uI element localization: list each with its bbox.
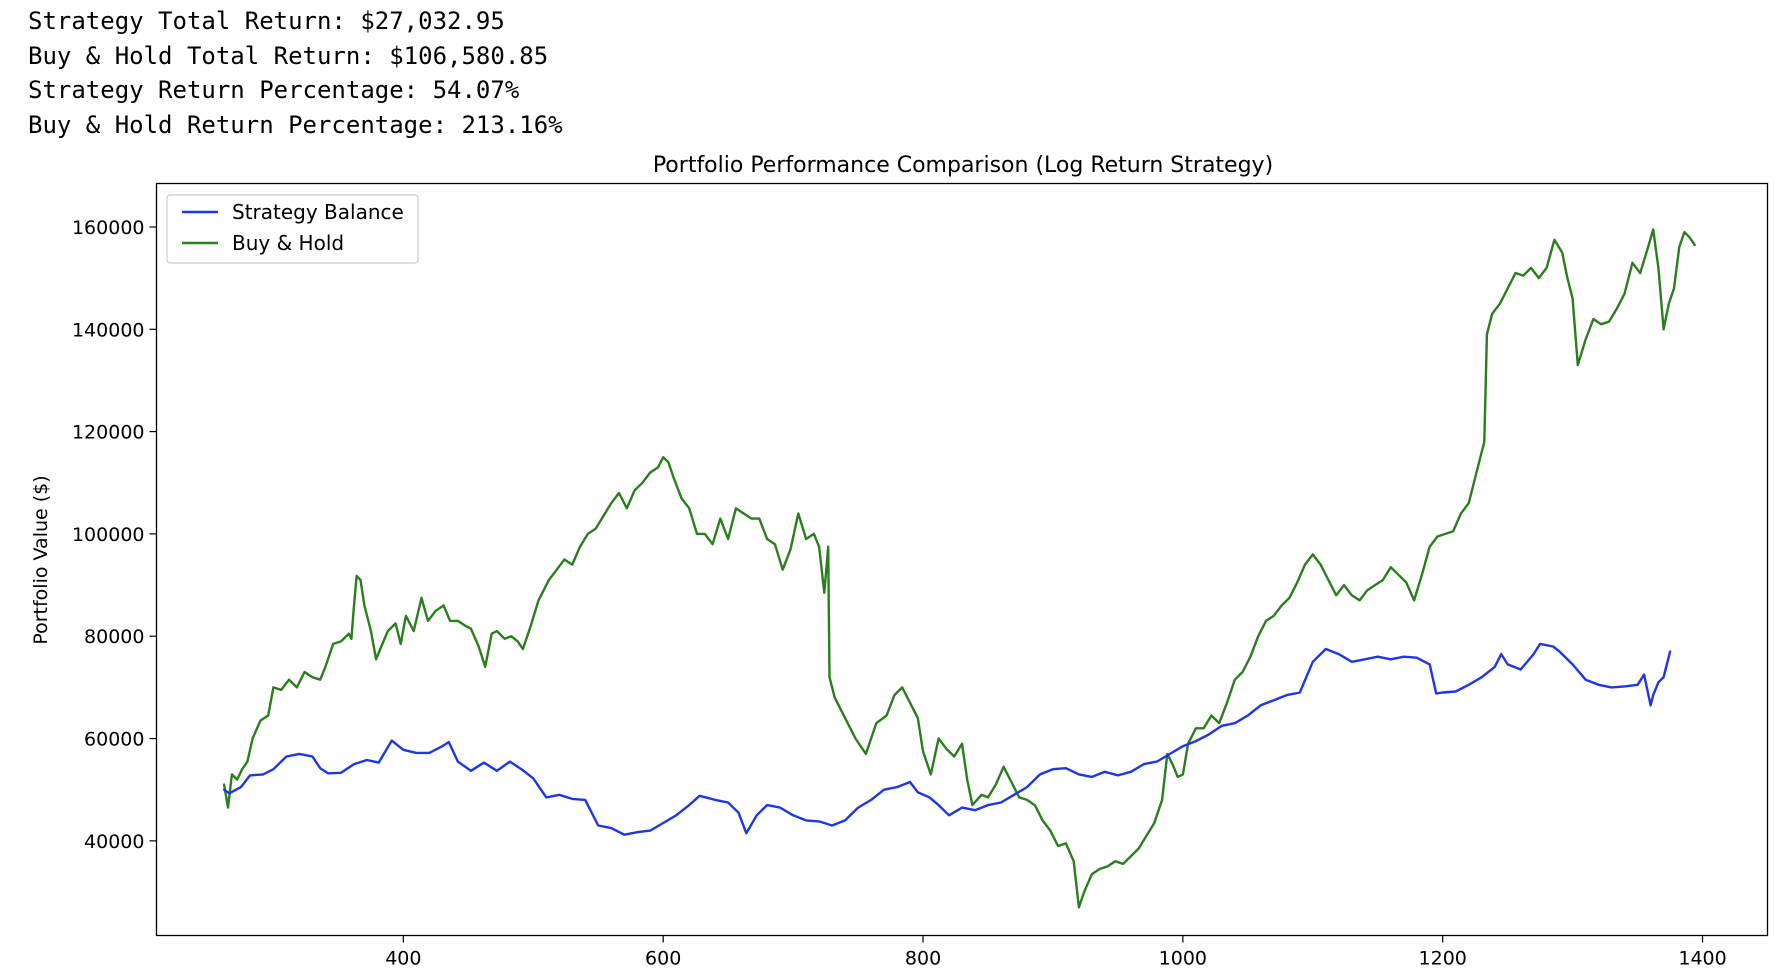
legend-label-strategy: Strategy Balance: [232, 200, 404, 224]
axis-ticks: 400 600 800 1000 1200 1400 40000 60000 80000 1000…: [72, 217, 1727, 970]
y-tick-label: 40000: [84, 831, 144, 853]
series-line-strategy: [222, 642, 1672, 836]
strategy-return-percentage: Strategy Return Percentage: 54.07%: [28, 76, 520, 104]
buyhold-return-percentage: Buy & Hold Return Percentage: 213.16%: [28, 110, 563, 139]
legend-label-buyhold: Buy & Hold: [232, 231, 344, 255]
y-tick-label: 160000: [72, 217, 145, 239]
buyhold-total-return: Buy & Hold Total Return: $106,580.85: [28, 41, 549, 70]
strategy-total-return: Strategy Total Return: $27,032.95: [28, 7, 505, 35]
legend-frame: [166, 194, 419, 264]
x-tick-label: 800: [905, 948, 941, 970]
y-tick-label: 120000: [72, 422, 145, 444]
x-tick-label: 600: [645, 948, 681, 970]
y-tick-label: 140000: [72, 319, 145, 341]
y-tick-label: 80000: [84, 626, 144, 648]
legend: Strategy Balance Buy & Hold: [166, 194, 419, 264]
x-tick-label: 1400: [1678, 948, 1726, 970]
y-tick-label: 100000: [72, 524, 145, 546]
x-tick-label: 1000: [1159, 948, 1207, 970]
y-axis-label: Portfolio Value ($): [30, 475, 52, 644]
return-summary: Strategy Total Return: $27,032.95 Buy & …: [28, 4, 563, 142]
axes-frame: [155, 182, 1769, 937]
plot-area: [222, 228, 1696, 909]
y-tick-label: 60000: [84, 729, 144, 751]
chart-title: Portfolio Performance Comparison (Log Re…: [653, 153, 1273, 178]
series-line-buyhold: [222, 228, 1696, 909]
x-tick-label: 1200: [1419, 948, 1467, 970]
x-tick-label: 400: [385, 948, 421, 970]
